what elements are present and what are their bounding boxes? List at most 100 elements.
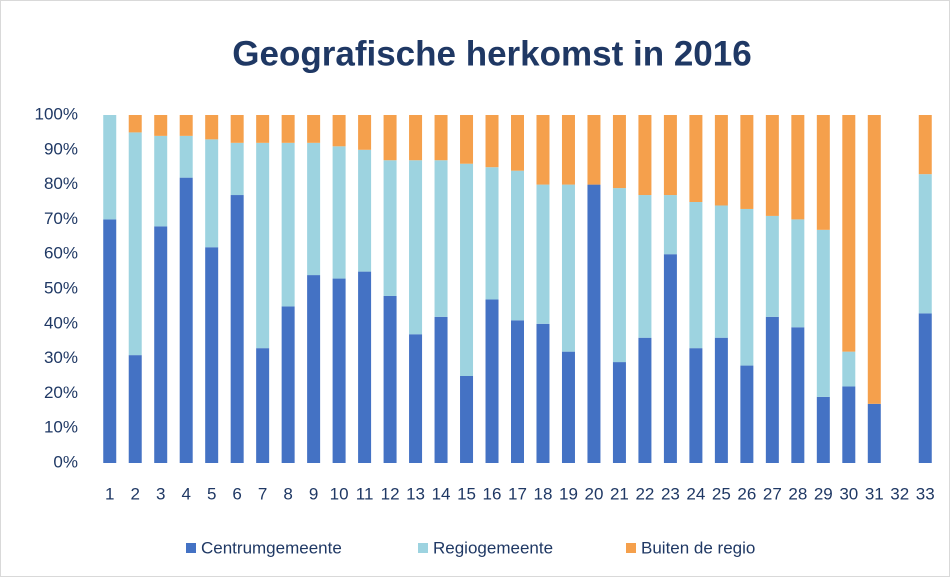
- legend-swatch: [186, 543, 196, 553]
- bar-segment: [307, 115, 321, 143]
- legend-swatch: [626, 543, 636, 553]
- bar-segment: [867, 403, 881, 463]
- bar-segment: [740, 365, 754, 463]
- x-tick-label: 21: [610, 484, 629, 503]
- x-tick-label: 31: [865, 484, 884, 503]
- bar-segment: [689, 348, 703, 463]
- x-tick-label: 33: [916, 484, 935, 503]
- bar-segment: [230, 115, 244, 143]
- bar-segment: [918, 174, 932, 314]
- bar-segment: [816, 115, 830, 230]
- bar-segment: [256, 348, 270, 463]
- x-tick-label: 17: [508, 484, 527, 503]
- bar-segment: [434, 160, 448, 317]
- legend-label: Buiten de regio: [641, 538, 755, 557]
- x-tick-label: 20: [584, 484, 603, 503]
- y-tick-label: 0%: [53, 452, 78, 471]
- bar-segment: [409, 334, 423, 463]
- bar-segment: [460, 115, 474, 164]
- bar-segment: [256, 115, 270, 143]
- bar-segment: [561, 115, 575, 185]
- bar-segment: [485, 167, 499, 300]
- bar-segment: [179, 115, 193, 136]
- y-tick-label: 10%: [44, 418, 78, 437]
- x-tick-label: 14: [432, 484, 451, 503]
- bar-segment: [612, 115, 626, 189]
- x-tick-label: 22: [635, 484, 654, 503]
- bar-segment: [740, 208, 754, 366]
- bar-segment: [587, 184, 601, 463]
- chart-title: Geografische herkomst in 2016: [232, 34, 751, 73]
- bar-segment: [714, 337, 728, 463]
- bar-segment: [791, 219, 805, 328]
- bar-segment: [128, 115, 142, 133]
- bar-segment: [765, 115, 779, 216]
- bar-segment: [663, 254, 677, 463]
- bar-segment: [842, 115, 856, 352]
- bar-segment: [434, 316, 448, 463]
- x-tick-label: 25: [712, 484, 731, 503]
- x-tick-label: 16: [483, 484, 502, 503]
- bar-segment: [179, 177, 193, 463]
- bar-segment: [791, 115, 805, 220]
- bar-segment: [103, 219, 117, 463]
- bar-segment: [179, 135, 193, 178]
- bar-segment: [307, 275, 321, 463]
- bar-segment: [409, 160, 423, 335]
- x-tick-label: 13: [406, 484, 425, 503]
- bar-segment: [511, 170, 524, 321]
- bar-segment: [281, 115, 295, 143]
- y-tick-label: 50%: [44, 278, 78, 297]
- x-tick-label: 18: [534, 484, 553, 503]
- bar-segment: [612, 362, 626, 463]
- x-tick-label: 3: [156, 484, 165, 503]
- bar-segment: [663, 115, 677, 196]
- bar-segment: [791, 327, 805, 463]
- x-tick-label: 23: [661, 484, 680, 503]
- bar-segment: [511, 320, 524, 463]
- bar-segment: [918, 313, 932, 463]
- x-tick-label: 12: [381, 484, 400, 503]
- bar-segment: [638, 337, 652, 463]
- bar-segment: [740, 115, 754, 209]
- bar-segment: [842, 351, 856, 387]
- bar-segment: [128, 355, 142, 463]
- bar-segment: [383, 295, 397, 463]
- bar-segment: [154, 226, 168, 463]
- legend-label: Centrumgemeente: [201, 538, 342, 557]
- legend-swatch: [418, 543, 428, 553]
- bar-segment: [409, 115, 423, 161]
- bar-segment: [358, 149, 372, 272]
- bar-segment: [358, 271, 372, 463]
- bar-segment: [867, 115, 881, 404]
- bar-segment: [332, 278, 346, 463]
- bar-segment: [842, 386, 856, 463]
- y-tick-label: 40%: [44, 313, 78, 332]
- y-tick-label: 30%: [44, 348, 78, 367]
- x-tick-label: 6: [232, 484, 241, 503]
- bar-segment: [281, 142, 295, 307]
- bar-segment: [612, 188, 626, 363]
- y-tick-label: 90%: [44, 139, 78, 158]
- bar-segment: [536, 184, 550, 324]
- y-tick-label: 100%: [35, 104, 78, 123]
- x-tick-label: 4: [181, 484, 190, 503]
- bar-segment: [663, 195, 677, 255]
- bar-segment: [332, 146, 346, 279]
- bar-segment: [103, 115, 117, 220]
- bar-segment: [154, 135, 168, 227]
- bar-segment: [561, 184, 575, 352]
- bar-segment: [460, 163, 474, 376]
- x-tick-label: 5: [207, 484, 216, 503]
- x-tick-label: 2: [130, 484, 139, 503]
- x-tick-label: 15: [457, 484, 476, 503]
- bar-segment: [816, 396, 830, 463]
- y-tick-label: 20%: [44, 383, 78, 402]
- bar-segment: [128, 132, 142, 356]
- bar-segment: [536, 323, 550, 463]
- x-tick-label: 10: [330, 484, 349, 503]
- bar-segment: [230, 142, 244, 196]
- bar-segment: [765, 316, 779, 463]
- bar-segment: [383, 160, 397, 296]
